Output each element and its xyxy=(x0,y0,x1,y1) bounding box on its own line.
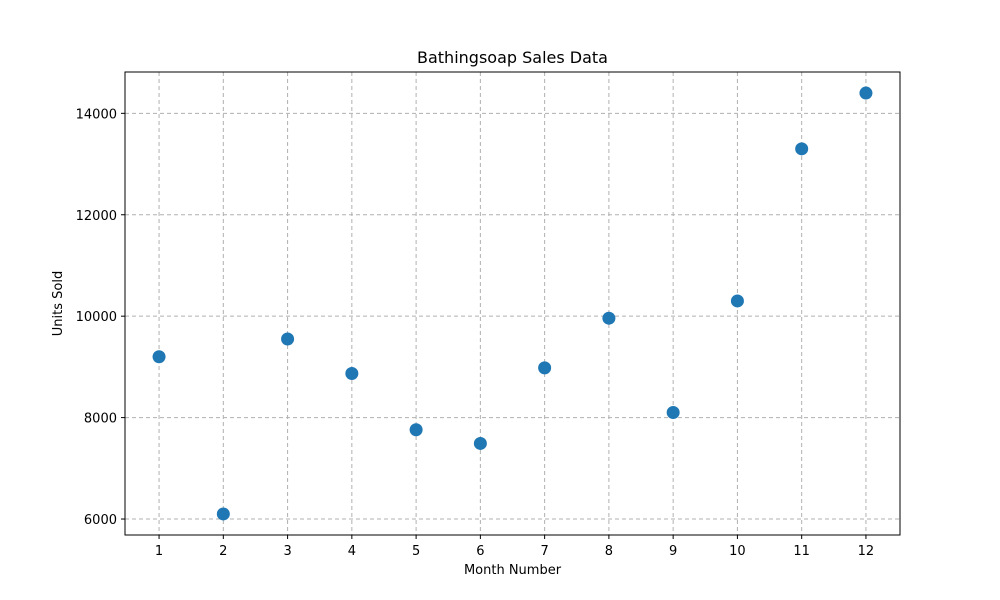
data-point xyxy=(795,142,809,156)
x-tick-label: 11 xyxy=(793,544,810,559)
x-tick-label: 3 xyxy=(283,544,291,559)
x-tick-label: 5 xyxy=(412,544,420,559)
data-point xyxy=(345,366,359,380)
chart-title: Bathingsoap Sales Data xyxy=(417,48,608,67)
data-point xyxy=(730,294,744,308)
y-tick-label: 14000 xyxy=(76,107,117,122)
x-tick-label: 12 xyxy=(858,544,875,559)
x-tick-label: 9 xyxy=(669,544,677,559)
y-axis-title: Units Sold xyxy=(51,271,66,336)
x-tick-label: 4 xyxy=(348,544,356,559)
data-point xyxy=(666,406,680,420)
data-point xyxy=(538,361,552,375)
grid-layer xyxy=(125,72,900,535)
x-tick-label: 8 xyxy=(605,544,613,559)
x-tick-label: 6 xyxy=(476,544,484,559)
data-point xyxy=(216,507,230,521)
x-tick-label: 1 xyxy=(155,544,163,559)
data-point xyxy=(602,311,616,325)
y-tick-label: 12000 xyxy=(76,209,117,224)
x-tick-label: 10 xyxy=(729,544,746,559)
data-point xyxy=(409,423,423,437)
data-point xyxy=(281,332,295,346)
x-axis-title: Month Number xyxy=(464,563,562,578)
y-tick-label: 8000 xyxy=(84,412,117,427)
points-layer xyxy=(152,86,873,521)
data-point xyxy=(152,350,166,364)
x-tick-label: 7 xyxy=(540,544,548,559)
x-tick-label: 2 xyxy=(219,544,227,559)
data-point xyxy=(859,86,873,100)
y-tick-label: 10000 xyxy=(76,310,117,325)
data-point xyxy=(473,436,487,450)
y-tick-label: 6000 xyxy=(84,513,117,528)
plot-area-frame xyxy=(124,71,901,536)
